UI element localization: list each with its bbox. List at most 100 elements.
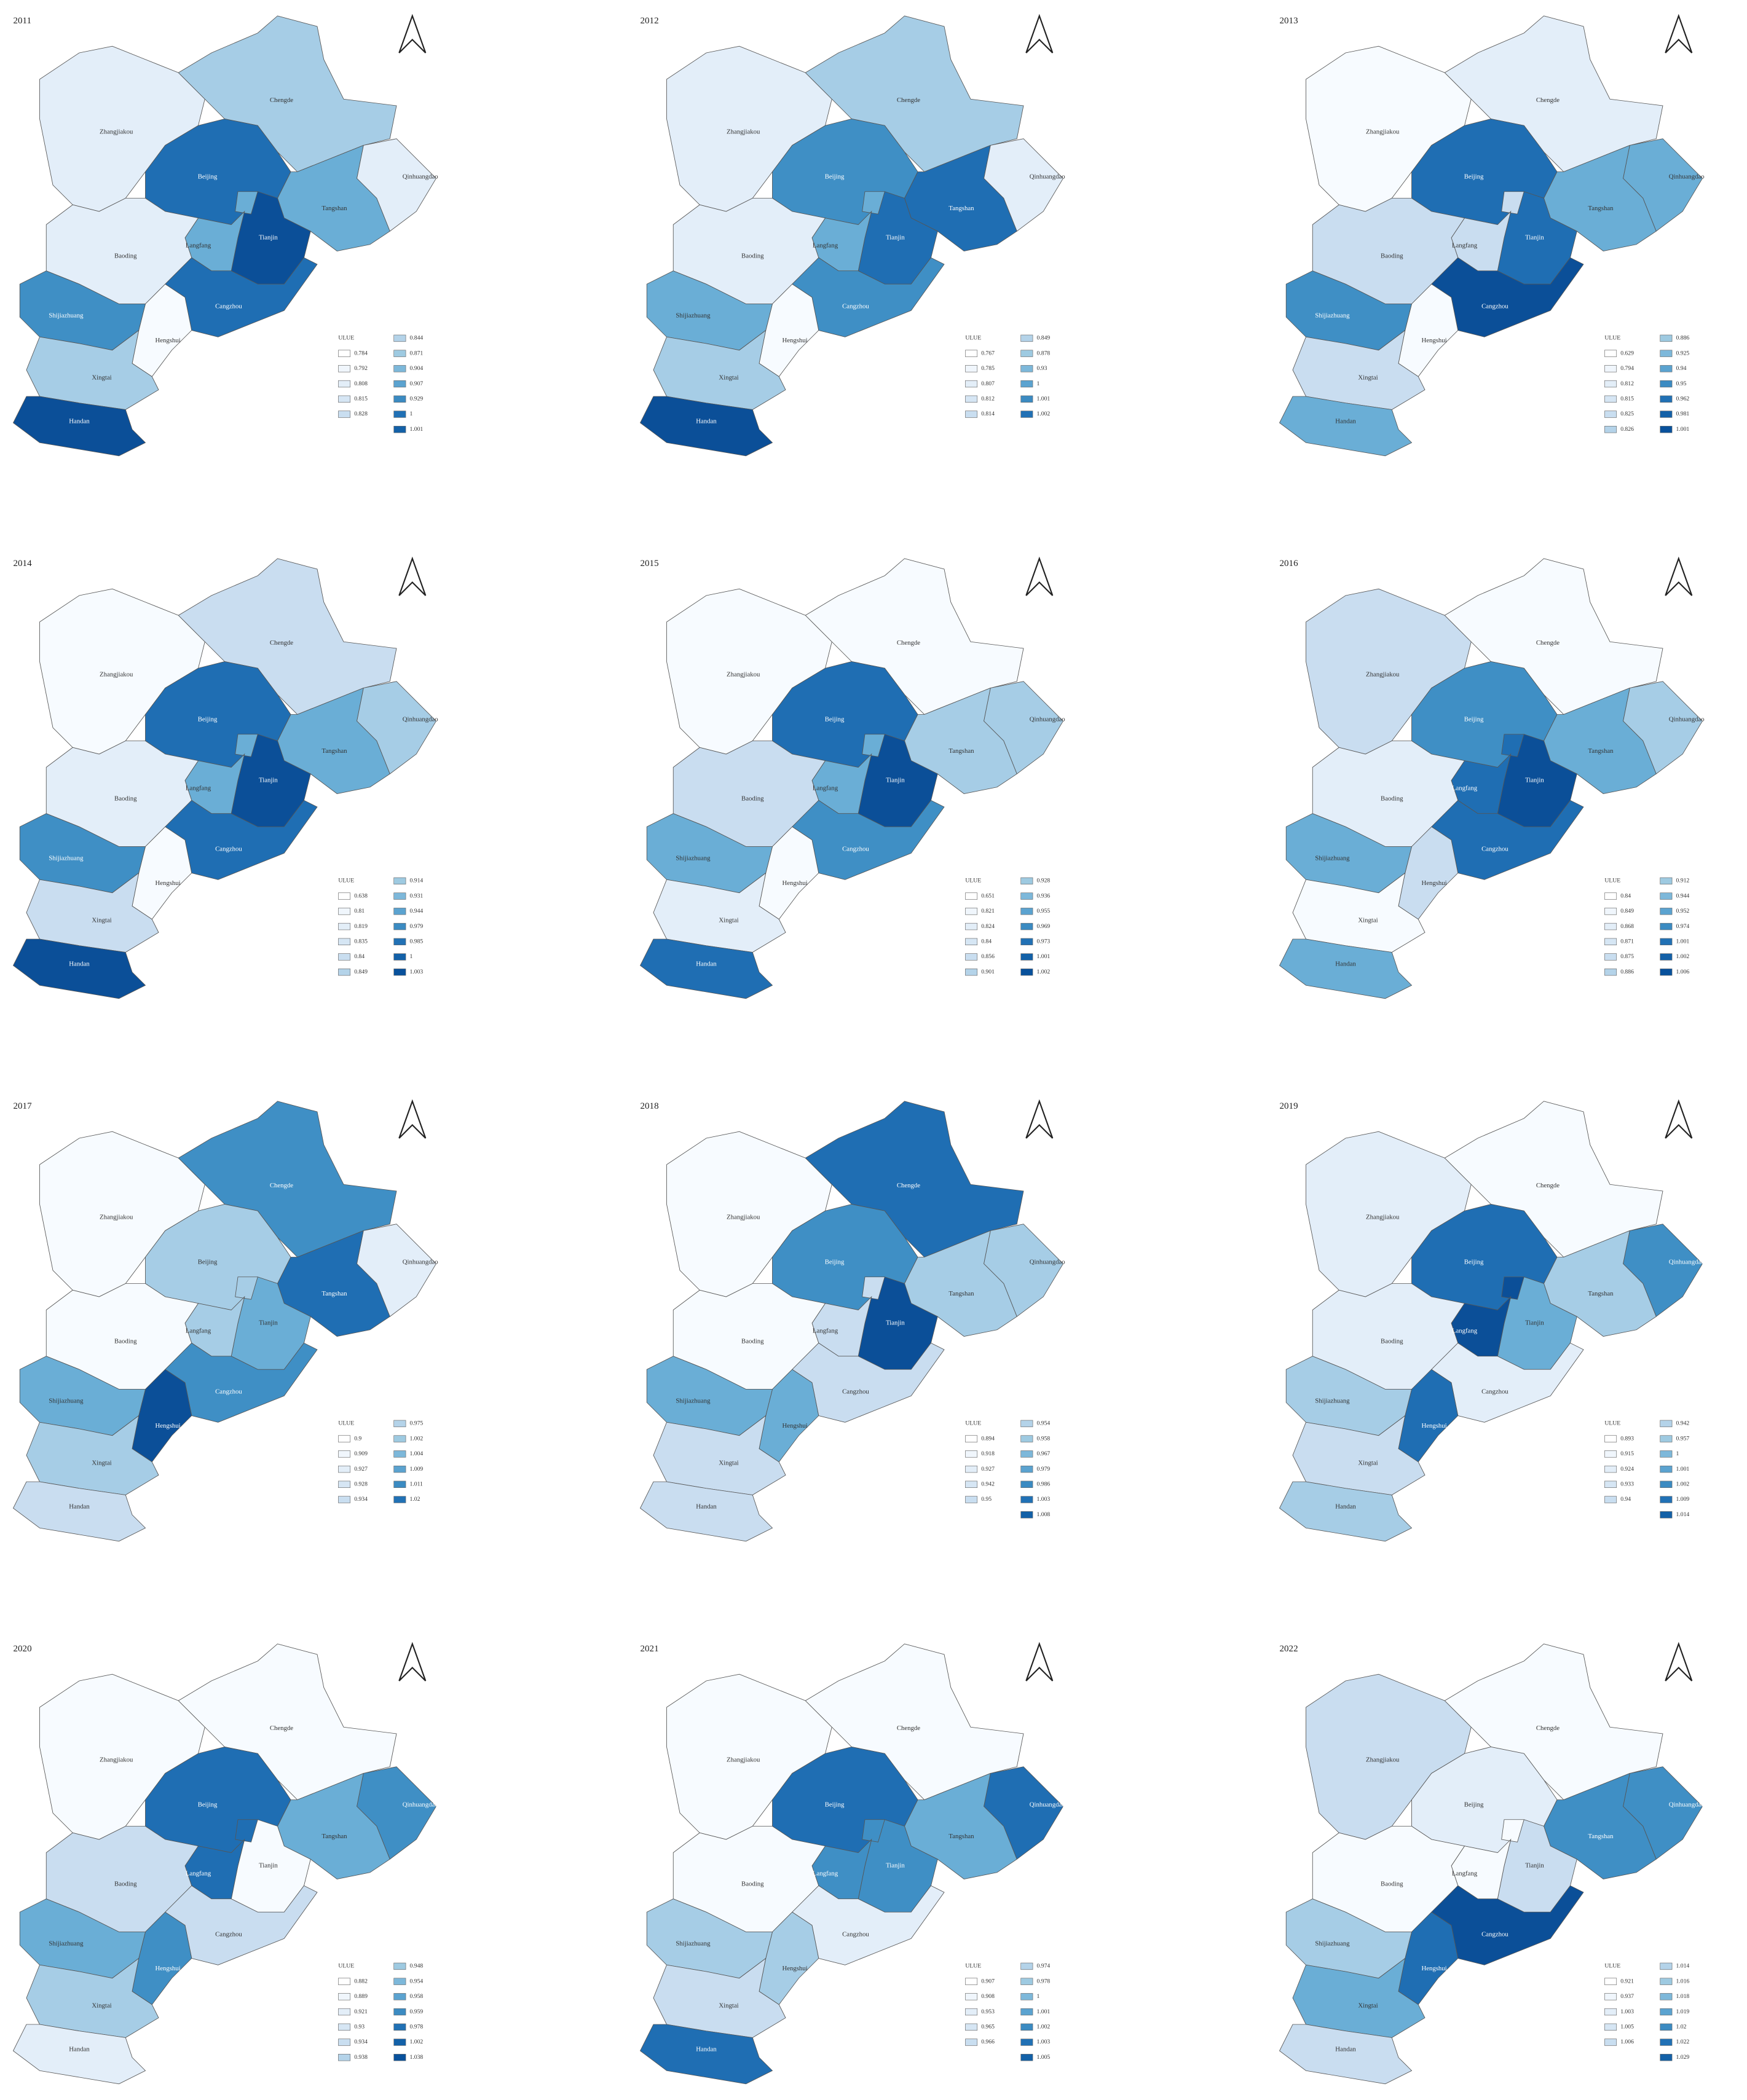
legend-label: 1.014: [1676, 1963, 1690, 1970]
legend-label: 0.957: [1676, 1435, 1690, 1442]
legend-swatch: [965, 1435, 978, 1442]
legend-swatch: [1020, 2008, 1033, 2016]
region-label: Langfang: [1452, 242, 1478, 249]
year-label: 2020: [14, 1644, 32, 1654]
legend-swatch: [1660, 2054, 1673, 2061]
legend-swatch: [1604, 365, 1617, 372]
legend-swatch: [1660, 1962, 1673, 1970]
legend-label: 0.84: [354, 953, 365, 960]
legend-title: ULUE: [1604, 335, 1620, 342]
legend-label: 1.002: [410, 2039, 424, 2045]
year-label: 2017: [14, 1101, 33, 1111]
legend-swatch: [1020, 1978, 1033, 1985]
legend-swatch: [1604, 411, 1617, 418]
legend-label: 0.875: [1620, 953, 1634, 960]
legend-label: 0.962: [1676, 396, 1690, 403]
region-label: Cangzhou: [215, 845, 242, 852]
legend-swatch: [1604, 908, 1617, 915]
legend-label: 1.005: [1037, 2054, 1051, 2061]
region-label: Hengshui: [1421, 1965, 1446, 1972]
legend-label: 1: [410, 411, 413, 417]
legend-label: 0.882: [354, 1978, 368, 1984]
region-label: Langfang: [186, 784, 211, 792]
legend-swatch: [393, 2039, 406, 2046]
legend-label: 0.974: [1676, 923, 1690, 930]
region-label: Qinhuangdao: [403, 173, 438, 181]
region-label: Tianjin: [259, 1319, 278, 1326]
legend-swatch: [338, 380, 351, 388]
region-label: Tianjin: [1525, 234, 1544, 241]
legend-swatch: [1660, 1481, 1673, 1488]
region-label: Tangshan: [321, 747, 347, 755]
legend-label: 0.938: [354, 2054, 368, 2061]
region-label: Langfang: [813, 1327, 838, 1334]
legend-label: 0.651: [981, 892, 995, 899]
region-label: Xingtai: [92, 2002, 111, 2009]
legend-swatch: [393, 1465, 406, 1473]
region: [26, 872, 159, 953]
legend-label: 0.927: [354, 1466, 368, 1473]
legend-swatch: [338, 1993, 351, 2000]
legend-swatch: [1660, 922, 1673, 930]
legend-swatch: [965, 1450, 978, 1458]
region: [639, 396, 773, 457]
legend-label: 0.973: [1037, 938, 1051, 945]
region-label: Langfang: [186, 1870, 211, 1877]
north-arrow: [1025, 1099, 1054, 1139]
legend-label: 1.001: [1037, 953, 1051, 960]
legend-swatch: [338, 1481, 351, 1488]
region-label: Chengde: [1536, 96, 1560, 104]
region-label: Zhangjiakou: [100, 1213, 133, 1221]
legend-label: 1.006: [1620, 2039, 1634, 2045]
legend-label: 1.018: [1676, 1993, 1690, 2000]
legend-label: 0.824: [981, 923, 995, 930]
region-label: Chengde: [897, 1182, 920, 1189]
legend-swatch: [338, 411, 351, 418]
region-label: Handan: [1335, 1503, 1356, 1510]
region-label: Cangzhou: [1481, 845, 1508, 852]
legend-swatch: [393, 1962, 406, 1970]
legend-label: 1.009: [1676, 1496, 1690, 1503]
legend-swatch: [965, 1993, 978, 2000]
legend-swatch: [965, 969, 978, 976]
legend-swatch: [1660, 877, 1673, 885]
legend-label: 1.002: [1676, 1481, 1690, 1488]
region-label: Qinhuangdao: [1669, 1801, 1705, 1809]
region-label: Shijiazhuang: [49, 1397, 84, 1404]
legend-title: ULUE: [965, 878, 981, 884]
legend-swatch: [965, 953, 978, 961]
legend-label: 1.002: [410, 1435, 424, 1442]
year-label: 2014: [14, 559, 33, 568]
legend-swatch: [965, 922, 978, 930]
legend-swatch: [965, 908, 978, 915]
legend-swatch: [1660, 365, 1673, 372]
legend-label: 0.944: [410, 908, 424, 914]
region-label: Zhangjiakou: [1366, 128, 1400, 135]
legend-swatch: [1660, 2039, 1673, 2046]
legend-label: 0.844: [410, 335, 424, 342]
legend-swatch: [1020, 380, 1033, 388]
map-panel: 2019 Zhangjiakou Chengde Beijing Qinhuangdao…: [1279, 1099, 1705, 1542]
legend-swatch: [1020, 1993, 1033, 2000]
legend-swatch: [1660, 426, 1673, 433]
legend-swatch: [393, 2008, 406, 2016]
legend-swatch: [965, 365, 978, 372]
year-label: 2018: [641, 1101, 659, 1111]
region-label: Beijing: [825, 1801, 845, 1809]
legend-swatch: [965, 1978, 978, 1985]
legend-swatch: [965, 350, 978, 357]
legend-label: 0.924: [1620, 1466, 1634, 1473]
region-label: Shijiazhuang: [49, 854, 84, 862]
legend-label: 0.849: [1037, 335, 1051, 342]
legend-label: 0.986: [1037, 1481, 1051, 1488]
region-label: Handan: [1335, 2045, 1356, 2053]
legend-label: 1.019: [1676, 2008, 1690, 2015]
legend-label: 0.907: [981, 1978, 995, 1984]
year-label: 2015: [641, 559, 659, 568]
map-panel: 2021 Zhangjiakou Chengde Beijing Qinhuangdao…: [639, 1642, 1065, 2085]
year-label: 2013: [1280, 16, 1298, 26]
legend-label: 0.936: [1037, 892, 1051, 899]
legend-title: ULUE: [965, 1963, 981, 1970]
legend-label: 0.638: [354, 892, 368, 899]
region-label: Hengshui: [1421, 337, 1446, 344]
